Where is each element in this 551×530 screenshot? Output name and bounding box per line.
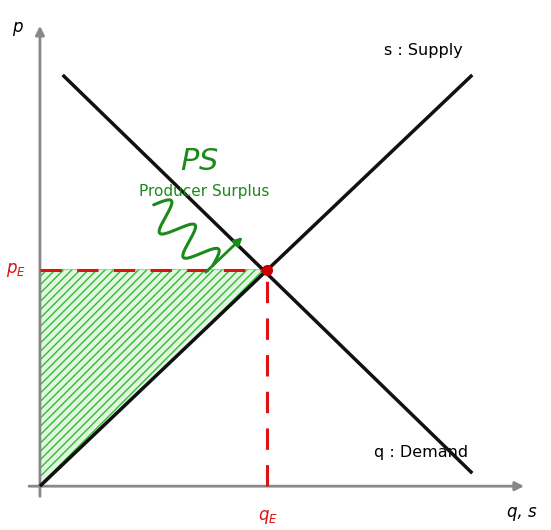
Text: p: p — [12, 19, 23, 37]
Text: $p_E$: $p_E$ — [7, 261, 26, 279]
Polygon shape — [40, 270, 267, 486]
Text: q, s: q, s — [507, 503, 537, 521]
Text: q : Demand: q : Demand — [374, 445, 468, 460]
Text: s : Supply: s : Supply — [385, 42, 463, 58]
Text: $PS$: $PS$ — [180, 146, 219, 177]
Text: Producer Surplus: Producer Surplus — [138, 184, 269, 199]
Text: $q_E$: $q_E$ — [257, 508, 277, 526]
